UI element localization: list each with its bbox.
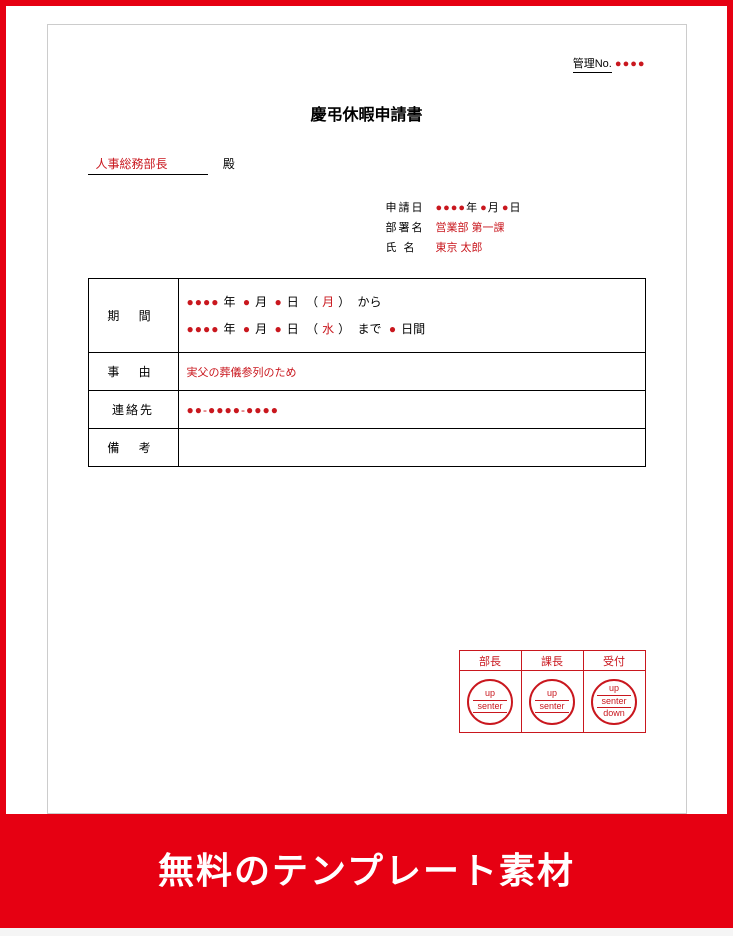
contact-value: ●●-●●●●-●●●● (187, 403, 279, 417)
document-frame: 管理No. ●●●● 慶弔休暇申請書 人事総務部長 殿 申請日 ●●●●年 ●月… (0, 0, 733, 928)
stamp-cell-2: up senter (521, 671, 583, 733)
meta-dept-row: 部署名 営業部 第一課 (386, 219, 646, 239)
stamp-header-1: 部長 (459, 651, 521, 671)
meta-date-row: 申請日 ●●●●年 ●月 ●日 (386, 199, 646, 219)
form-page: 管理No. ●●●● 慶弔休暇申請書 人事総務部長 殿 申請日 ●●●●年 ●月… (47, 24, 687, 814)
dept-label: 部署名 (386, 219, 436, 239)
stamp-header-3: 受付 (583, 651, 645, 671)
date-day: ● (502, 202, 510, 214)
date-label: 申請日 (386, 199, 436, 219)
remarks-row: 備 考 (88, 429, 645, 467)
stamp-cell-3: up senter down (583, 671, 645, 733)
stamp-cell-1: up senter (459, 671, 521, 733)
stamp-header-2: 課長 (521, 651, 583, 671)
reason-label: 事 由 (88, 353, 178, 391)
mgmt-value: ●●●● (615, 58, 646, 70)
application-table: 期 間 ●●●●年 ●月 ●日 （月） から ●●●●年 ●月 ●日 （水） (88, 278, 646, 467)
stamp-seal-icon: up senter (467, 679, 513, 725)
period-row: 期 間 ●●●●年 ●月 ●日 （月） から ●●●●年 ●月 ●日 （水） (88, 279, 645, 353)
name-value: 東京 太郎 (436, 239, 483, 259)
dept-value: 営業部 第一課 (436, 219, 505, 239)
contact-label: 連絡先 (88, 391, 178, 429)
reason-row: 事 由 実父の葬儀参列のため (88, 353, 645, 391)
addressee-line: 人事総務部長 殿 (88, 155, 646, 175)
stamp-table: 部長 課長 受付 up senter (459, 650, 646, 733)
reason-value: 実父の葬儀参列のため (187, 367, 297, 379)
mgmt-label: 管理No. (573, 55, 612, 73)
name-label: 氏 名 (386, 239, 436, 259)
stamp-seal-icon: up senter down (591, 679, 637, 725)
date-year: ●●●● (436, 202, 467, 214)
addressee-suffix: 殿 (223, 157, 235, 171)
weekday-from: 月 (322, 289, 334, 315)
remarks-label: 備 考 (88, 429, 178, 467)
date-month: ● (480, 202, 488, 214)
applicant-meta: 申請日 ●●●●年 ●月 ●日 部署名 営業部 第一課 氏 名 東京 太郎 (386, 199, 646, 258)
period-label: 期 間 (88, 279, 178, 353)
stamp-seal-icon: up senter (529, 679, 575, 725)
remarks-value (178, 429, 645, 467)
weekday-to: 水 (322, 316, 334, 342)
addressee-role: 人事総務部長 (88, 155, 208, 175)
period-value: ●●●●年 ●月 ●日 （月） から ●●●●年 ●月 ●日 （水） まで ●日… (178, 279, 645, 353)
form-title: 慶弔休暇申請書 (88, 101, 646, 125)
meta-name-row: 氏 名 東京 太郎 (386, 239, 646, 259)
management-number: 管理No. ●●●● (88, 55, 646, 73)
footer-banner: 無料のテンプレート素材 (6, 814, 727, 922)
approval-stamps: 部長 課長 受付 up senter (459, 650, 646, 733)
contact-row: 連絡先 ●●-●●●●-●●●● (88, 391, 645, 429)
